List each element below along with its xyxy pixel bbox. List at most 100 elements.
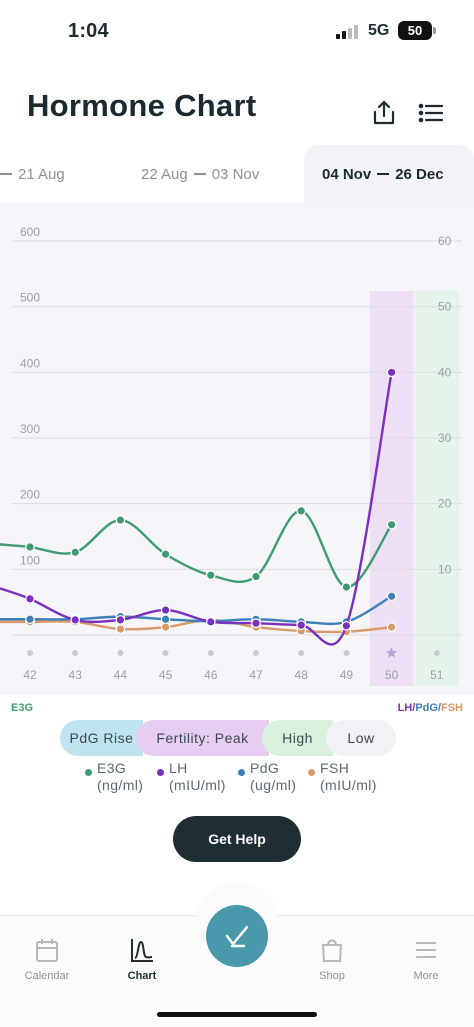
data-point-lh (296, 620, 306, 630)
day-marker (207, 650, 214, 656)
data-point-lh (386, 367, 397, 378)
calendar-icon (36, 939, 58, 962)
e3g-dot-icon (85, 769, 92, 776)
legend-fsh: FSH (441, 702, 463, 714)
log-test-button[interactable] (206, 905, 268, 967)
phase-fertility-peak: Fertility: Peak (136, 720, 272, 756)
data-point-e3g (251, 571, 261, 582)
data-point-e3g (341, 582, 352, 592)
data-point-lh (206, 617, 216, 627)
battery-level: 50 (407, 23, 423, 38)
left-axis-tick: 600 (20, 225, 40, 239)
x-axis-tick: 50 (385, 668, 399, 682)
day-marker (72, 650, 79, 656)
right-axis-tick: 10 (438, 562, 452, 576)
day-marker (253, 650, 259, 656)
range-tab-1[interactable]: 21 Aug (0, 145, 65, 203)
list-menu-icon[interactable] (416, 98, 446, 128)
range-tab-1-end: 21 Aug (18, 165, 65, 183)
left-axis-tick: 100 (20, 553, 40, 567)
fsh-dot-icon (308, 769, 315, 776)
hormone-chart[interactable]: 100 200 300 400 500 600 10 20 30 40 50 60 42 43 44 45 46… (0, 203, 474, 695)
range-dash (377, 173, 390, 175)
phase-pdg-rise: PdG Rise (60, 720, 146, 756)
x-axis-tick: 47 (249, 668, 263, 682)
range-tab-3[interactable]: 04 Nov 26 Dec (304, 145, 474, 203)
data-point-pdg (160, 614, 171, 625)
share-icon[interactable] (369, 98, 399, 128)
right-axis-tick: 20 (438, 497, 452, 511)
data-point-fsh (386, 622, 397, 632)
right-axis-tick: 30 (438, 431, 452, 445)
status-time: 1:04 (68, 20, 109, 42)
data-point-e3g (206, 570, 216, 581)
chart-icon (131, 939, 153, 962)
data-point-lh (115, 615, 126, 625)
x-axis-tick: 46 (204, 668, 218, 682)
series-line-fsh (0, 618, 392, 634)
data-point-fsh (115, 624, 126, 634)
range-tab-3-end: 26 Dec (395, 165, 444, 183)
series-unit: (mIU/ml) (169, 777, 226, 793)
data-point-lh (251, 618, 261, 628)
day-marker (298, 650, 305, 656)
series-legend-fsh: FSH (mIU/ml) (308, 760, 377, 794)
series-unit: (ng/ml) (97, 777, 144, 793)
date-range-tabs: 21 Aug 22 Aug 03 Nov 04 Nov 26 Dec (0, 145, 474, 203)
data-point-fsh (160, 622, 171, 632)
x-axis-tick: 42 (23, 668, 37, 682)
day-marker (117, 650, 124, 656)
right-axis-tick: 50 (438, 300, 452, 314)
series-legend-lh: LH (mIU/ml) (157, 760, 226, 794)
series-line-pdg (0, 595, 393, 626)
series-unit: (mIU/ml) (320, 777, 377, 793)
data-point-lh (160, 605, 171, 615)
page-title: Hormone Chart (27, 88, 257, 123)
test-check-icon (225, 925, 249, 948)
left-axis-tick: 300 (20, 422, 40, 436)
lh-dot-icon (157, 769, 164, 776)
day-marker (343, 650, 350, 656)
tab-chart[interactable]: Chart (102, 936, 182, 982)
series-legend-pdg: PdG (ug/ml) (238, 760, 296, 794)
data-point-e3g (160, 549, 171, 560)
tab-label: Calendar (24, 970, 70, 982)
data-point-lh (341, 621, 352, 631)
shopping-bag-icon (321, 939, 343, 962)
more-menu-icon (416, 942, 436, 958)
series-legend: E3G (ng/ml) LH (mIU/ml) PdG (ug/ml) FSH … (0, 760, 474, 800)
series-line-e3g (0, 509, 393, 589)
get-help-button[interactable]: Get Help (173, 816, 301, 862)
phase-low: Low (326, 720, 396, 756)
battery-icon: 50 (398, 21, 436, 40)
legend-sep: / (437, 702, 441, 714)
range-tab-2[interactable]: 22 Aug 03 Nov (141, 145, 259, 203)
today-star-icon (385, 647, 398, 658)
range-tab-3-start: 04 Nov (322, 165, 372, 183)
tab-calendar[interactable]: Calendar (7, 936, 87, 982)
phase-legend: PdG Rise Fertility: Peak High Low (60, 720, 396, 756)
status-bar: 1:04 5G 50 (0, 0, 474, 62)
home-indicator (157, 1012, 317, 1017)
x-axis-tick: 51 (430, 668, 444, 682)
pdg-dot-icon (238, 769, 245, 776)
series-legend-e3g: E3G (ng/ml) (85, 760, 144, 794)
left-axis-tick: 500 (20, 291, 40, 305)
data-point-e3g (386, 519, 397, 530)
range-dash (0, 173, 12, 175)
left-axis-legend: E3G (11, 702, 34, 714)
range-dash (193, 173, 206, 175)
tab-shop[interactable]: Shop (292, 936, 372, 982)
hormone-chart-svg: 100 200 300 400 500 600 10 20 30 40 50 60 42 43 44 45 46… (0, 225, 462, 686)
tab-more[interactable]: More (386, 936, 466, 982)
day-marker (162, 650, 169, 656)
left-axis-tick: 400 (20, 356, 40, 370)
data-point-e3g (70, 547, 80, 558)
x-axis-tick: 45 (159, 668, 173, 682)
x-axis-tick: 48 (295, 668, 309, 682)
data-point-e3g (115, 515, 126, 525)
right-axis-legend: LH/PdG/FSH (398, 702, 463, 714)
tab-label: More (413, 970, 439, 982)
series-name: FSH (320, 760, 350, 776)
series-name: PdG (250, 760, 280, 776)
